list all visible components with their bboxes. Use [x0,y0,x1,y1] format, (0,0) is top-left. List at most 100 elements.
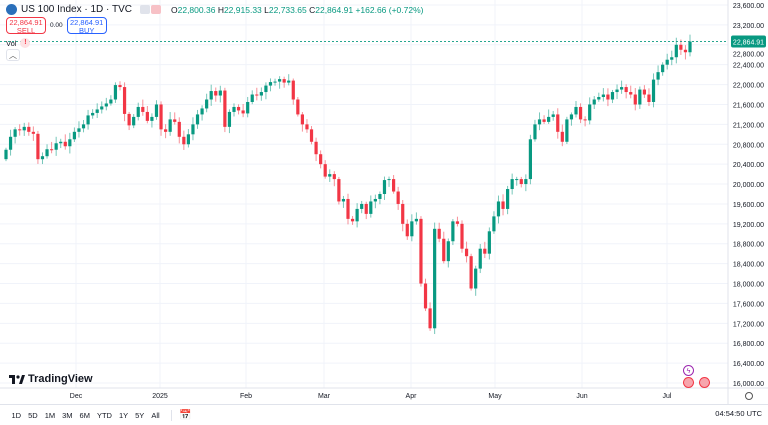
candlestick-chart[interactable]: 23,600.00 23,200.00 22,800.00 22,400.00 22,0… [0,0,768,404]
tradingview-logo-icon [9,374,25,384]
symbol-title[interactable]: US 100 Index · 1D · TVC [21,4,132,15]
candle-body [606,94,610,100]
candle-body [200,108,204,115]
candle-body [31,131,35,134]
candle-body [487,231,491,254]
candle-body [519,179,523,185]
buy-button[interactable]: 22,864.91 BUY [66,17,107,35]
price-tick-label: 21,200.00 [733,122,764,129]
candle-body [309,129,314,142]
candle-body [670,57,674,60]
candle-body [569,114,574,120]
candle-body [8,136,13,150]
volume-legend[interactable]: Vol ! [6,38,31,48]
candle-body [246,101,250,114]
candle-body [620,87,624,90]
time-tick-label: 2025 [152,393,168,400]
range-5d[interactable]: 5D [28,410,38,420]
candle-body [77,128,81,132]
candle-body [27,126,31,132]
candle-body [674,44,678,58]
candle-body [328,174,332,177]
spread-value: 0.00 [50,22,63,29]
candle-body [528,139,532,180]
candle-body [547,116,551,122]
candle-body [556,114,560,132]
candle-body [104,103,108,107]
price-tick-label: 22,000.00 [733,83,764,90]
candle-body [455,221,460,224]
candle-body [141,106,145,112]
candle-body [54,143,58,150]
range-1m[interactable]: 1M [44,410,56,420]
candle-body [273,81,277,83]
candle-body [154,104,159,117]
candle-body [387,179,391,181]
price-tick-label: 22,800.00 [733,52,764,59]
candle-body [341,198,346,202]
candle-body [478,248,482,269]
candle-body [501,201,505,209]
current-price-label: 22,864.91 [733,40,764,47]
header-toggles[interactable] [139,5,161,14]
candle-body [218,90,222,96]
price-tick-label: 16,000.00 [733,381,764,388]
minus-icon[interactable] [139,5,150,14]
candle-body [205,99,209,109]
sell-button[interactable]: 22,864.91 SELL [6,17,46,35]
range-3m[interactable]: 3M [62,410,73,420]
candle-body [319,154,323,165]
range-1d[interactable]: 1D [11,410,22,420]
candle-body [259,92,263,96]
tradingview-logo[interactable]: TradingView [9,373,93,385]
candle-body [601,94,605,98]
warning-icon[interactable]: ! [20,38,31,48]
time-tick-label: Jul [663,393,672,400]
us-flag-event-icon[interactable] [699,377,710,388]
candle-body [492,216,496,232]
candle-body [396,191,400,204]
price-tick-label: 16,400.00 [733,361,764,368]
range-all[interactable]: All [151,410,160,420]
candle-body [250,94,254,102]
candle-body [186,134,190,145]
candle-body [647,94,651,102]
candle-body [423,283,428,309]
candle-body [592,99,596,105]
hide-icon[interactable] [150,5,161,14]
candle-body [132,116,136,126]
price-tick-label: 17,200.00 [733,321,764,328]
price-tick-label: 18,800.00 [733,242,764,249]
candle-body [305,124,309,130]
candle-body [578,106,583,120]
candle-body [688,41,692,53]
settings-icon[interactable] [745,392,753,400]
price-tick-label: 19,600.00 [733,202,764,209]
calendar-goto-icon[interactable]: 📅 [171,409,192,421]
price-tick-label: 20,000.00 [733,182,764,189]
candle-body [323,164,327,177]
candle-body [4,149,8,160]
candle-body [337,179,341,202]
lightning-event-icon[interactable]: ϟ [683,365,694,376]
candle-body [159,104,163,130]
range-ytd[interactable]: YTD [96,410,112,420]
range-1y[interactable]: 1Y [118,410,129,420]
range-6m[interactable]: 6M [79,410,90,420]
price-tick-label: 17,600.00 [733,301,764,308]
candle-body [195,114,200,125]
candle-body [661,64,665,73]
us-flag-event-icon[interactable] [683,377,694,388]
candle-body [656,72,660,80]
candle-body [182,136,186,145]
collapse-legend-button[interactable]: ︿ [6,49,20,61]
utc-clock[interactable]: 04:54:50 UTC [715,409,762,418]
candle-body [191,124,195,135]
candle-body [236,106,241,111]
candle-body [364,203,368,214]
candle-body [113,85,118,100]
candle-body [109,99,113,104]
range-5y[interactable]: 5Y [135,410,145,420]
candle-body [227,111,232,127]
candle-body [624,87,628,93]
